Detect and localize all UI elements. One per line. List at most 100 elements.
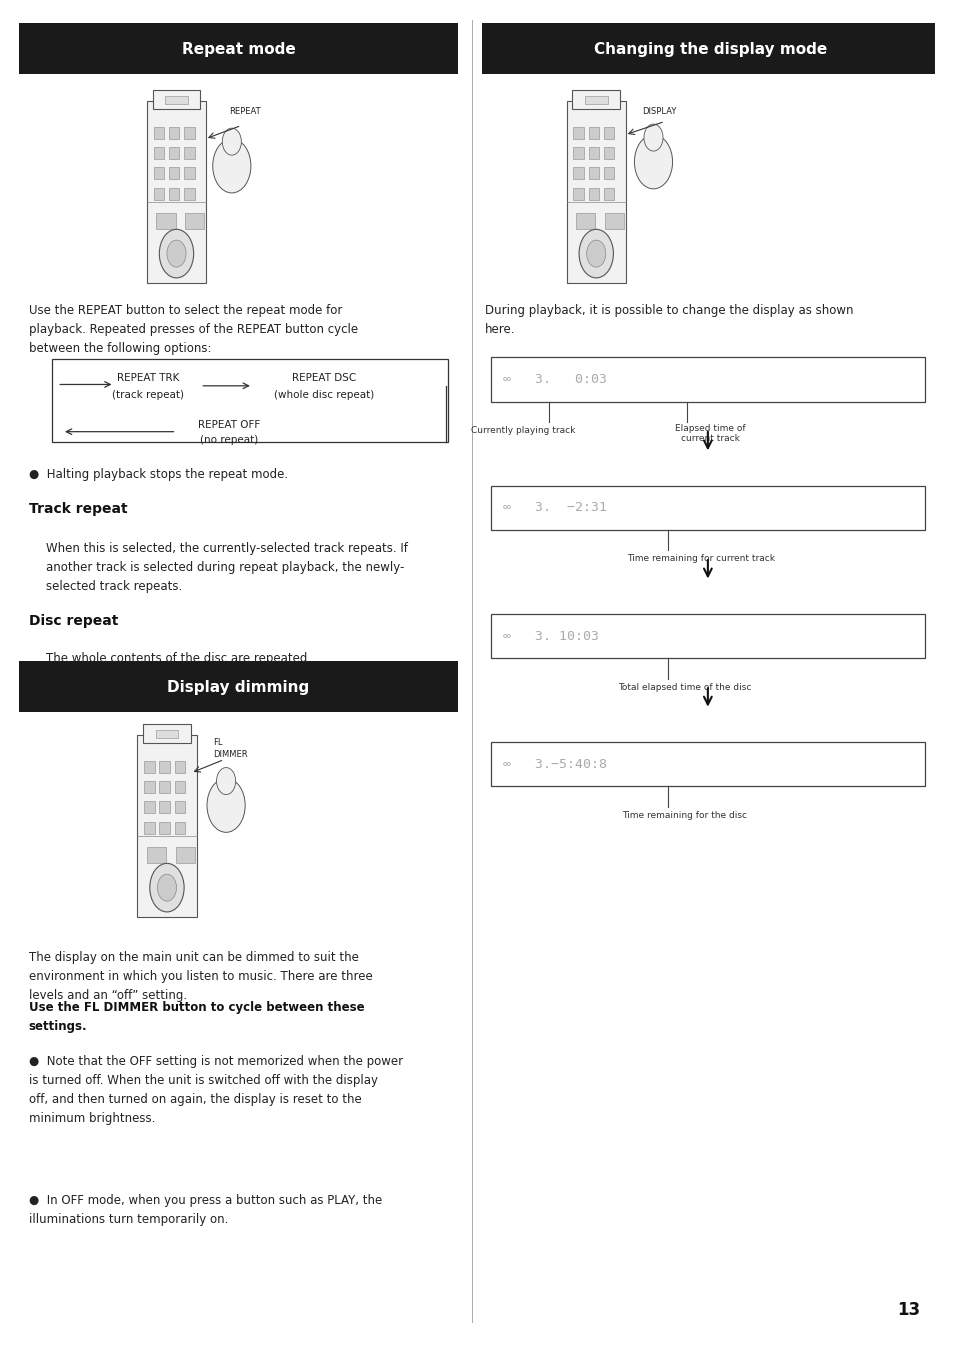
Circle shape — [634, 135, 672, 189]
Bar — [604, 213, 623, 229]
Bar — [588, 147, 598, 159]
Bar — [184, 188, 194, 200]
Bar — [184, 167, 194, 179]
Circle shape — [586, 240, 605, 267]
Bar — [603, 188, 614, 200]
Bar — [573, 167, 583, 179]
Bar — [184, 147, 194, 159]
Bar — [573, 147, 583, 159]
Bar — [576, 213, 595, 229]
Bar — [588, 127, 598, 139]
Text: Use the FL DIMMER button to cycle between these
settings.: Use the FL DIMMER button to cycle betwee… — [29, 1001, 364, 1033]
Text: ●  In OFF mode, when you press a button such as PLAY, the
illuminations turn tem: ● In OFF mode, when you press a button s… — [29, 1194, 381, 1226]
Circle shape — [150, 863, 184, 912]
Bar — [144, 761, 154, 773]
Text: Total elapsed time of the disc: Total elapsed time of the disc — [618, 683, 751, 692]
Bar — [491, 486, 924, 530]
Bar — [481, 23, 934, 74]
Circle shape — [222, 128, 241, 155]
Bar — [147, 847, 166, 863]
Text: During playback, it is possible to change the display as shown
here.: During playback, it is possible to chang… — [484, 304, 852, 336]
Text: (whole disc repeat): (whole disc repeat) — [274, 390, 375, 401]
Bar — [144, 781, 154, 793]
Text: Display dimming: Display dimming — [167, 680, 310, 696]
Bar — [155, 730, 178, 738]
Bar — [144, 822, 154, 834]
Bar — [185, 213, 204, 229]
Bar — [159, 801, 170, 813]
Bar — [169, 127, 179, 139]
Text: ∞   3.  −2:31: ∞ 3. −2:31 — [502, 502, 606, 514]
Text: REPEAT OFF: REPEAT OFF — [197, 420, 260, 430]
Bar — [174, 801, 185, 813]
Text: The whole contents of the disc are repeated.: The whole contents of the disc are repea… — [46, 652, 311, 665]
Bar — [184, 127, 194, 139]
Bar — [153, 147, 164, 159]
Bar — [159, 822, 170, 834]
Bar — [572, 90, 619, 109]
Text: ∞   3.   0:03: ∞ 3. 0:03 — [502, 374, 606, 386]
Bar — [52, 359, 448, 442]
Text: Time remaining for the disc: Time remaining for the disc — [621, 811, 747, 820]
Bar — [169, 167, 179, 179]
Circle shape — [157, 874, 176, 901]
Text: Repeat mode: Repeat mode — [181, 42, 295, 57]
Bar — [584, 96, 607, 104]
Bar — [152, 90, 200, 109]
Text: REPEAT: REPEAT — [229, 108, 260, 116]
Bar — [19, 661, 457, 712]
Bar — [603, 167, 614, 179]
Bar — [137, 735, 196, 917]
Bar — [573, 127, 583, 139]
Bar — [169, 188, 179, 200]
Bar — [153, 188, 164, 200]
Bar — [588, 188, 598, 200]
Bar — [19, 23, 457, 74]
Bar — [603, 147, 614, 159]
Text: (no repeat): (no repeat) — [199, 434, 258, 445]
Text: ∞   3.−5:40:8: ∞ 3.−5:40:8 — [502, 758, 606, 770]
Bar — [159, 761, 170, 773]
Text: Time remaining for current track: Time remaining for current track — [626, 554, 775, 564]
Text: Elapsed time of
current track: Elapsed time of current track — [675, 424, 745, 442]
Text: Disc repeat: Disc repeat — [29, 614, 118, 627]
Text: When this is selected, the currently-selected track repeats. If
another track is: When this is selected, the currently-sel… — [46, 542, 407, 594]
Text: ●  Note that the OFF setting is not memorized when the power
is turned off. When: ● Note that the OFF setting is not memor… — [29, 1055, 402, 1125]
Circle shape — [216, 768, 235, 795]
Bar — [144, 801, 154, 813]
Text: Track repeat: Track repeat — [29, 502, 127, 515]
Text: Changing the display mode: Changing the display mode — [594, 42, 826, 57]
Circle shape — [643, 124, 662, 151]
Text: The display on the main unit can be dimmed to suit the
environment in which you : The display on the main unit can be dimm… — [29, 951, 372, 1002]
Bar — [159, 781, 170, 793]
Bar — [156, 213, 175, 229]
Bar — [169, 147, 179, 159]
Bar — [174, 761, 185, 773]
Bar — [174, 822, 185, 834]
Bar — [147, 101, 206, 283]
Text: (track repeat): (track repeat) — [112, 390, 184, 401]
Text: 13: 13 — [897, 1302, 920, 1319]
Bar — [153, 167, 164, 179]
Text: Use the REPEAT button to select the repeat mode for
playback. Repeated presses o: Use the REPEAT button to select the repe… — [29, 304, 357, 355]
Text: REPEAT TRK: REPEAT TRK — [116, 372, 179, 383]
Bar — [588, 167, 598, 179]
Bar — [153, 127, 164, 139]
Bar — [566, 101, 625, 283]
Text: ∞   3. 10:03: ∞ 3. 10:03 — [502, 630, 598, 642]
Bar — [175, 847, 194, 863]
Circle shape — [578, 229, 613, 278]
Bar — [491, 357, 924, 402]
Circle shape — [159, 229, 193, 278]
Circle shape — [207, 778, 245, 832]
Text: ●  Halting playback stops the repeat mode.: ● Halting playback stops the repeat mode… — [29, 468, 288, 482]
Circle shape — [213, 139, 251, 193]
Text: REPEAT DSC: REPEAT DSC — [292, 372, 356, 383]
Bar — [143, 724, 191, 743]
Bar — [573, 188, 583, 200]
Circle shape — [167, 240, 186, 267]
Text: FL
DIMMER: FL DIMMER — [213, 738, 247, 759]
Bar — [491, 614, 924, 658]
Bar — [174, 781, 185, 793]
Text: DISPLAY: DISPLAY — [641, 108, 676, 116]
